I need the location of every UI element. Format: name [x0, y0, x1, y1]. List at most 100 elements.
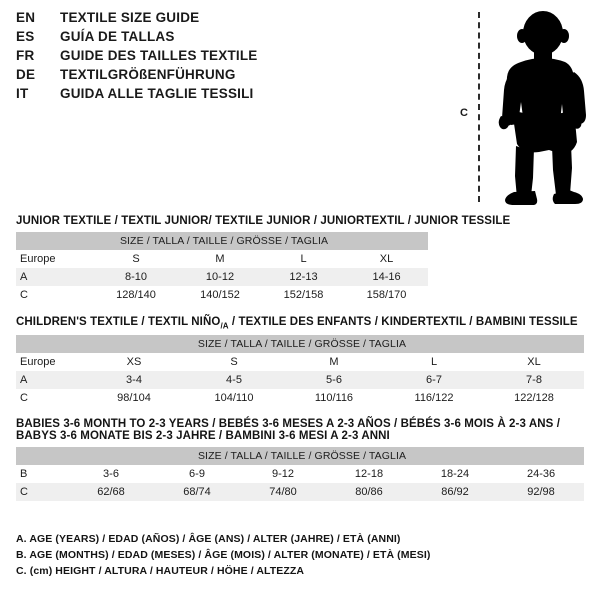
language-title-it: GUIDA ALLE TAGLIE TESSILI: [60, 86, 254, 101]
children-europe-m: M: [284, 353, 384, 372]
junior-c-s: 128/140: [94, 286, 178, 304]
children-a-s: 4-5: [184, 371, 284, 390]
babies-c-col2: 68/74: [154, 483, 240, 501]
babies-table-band-label: SIZE / TALLA / TAILLE / GRÖSSE / TAGLIA: [16, 447, 585, 465]
children-table-band-label: SIZE / TALLA / TAILLE / GRÖSSE / TAGLIA: [16, 335, 584, 354]
language-row-it: IT GUIDA ALLE TAGLIE TESSILI: [16, 86, 258, 105]
language-title-en: TEXTILE SIZE GUIDE: [60, 10, 200, 25]
table-row: C 62/68 68/74 74/80 80/86 86/92 92/98: [16, 483, 585, 501]
section-junior: JUNIOR TEXTILE / TEXTIL JUNIOR/ TEXTILE …: [16, 215, 511, 304]
language-code-it: IT: [16, 86, 29, 101]
language-code-es: ES: [16, 29, 35, 44]
babies-b-col2: 6-9: [154, 465, 240, 483]
babies-c-col3: 74/80: [240, 483, 326, 501]
children-europe-xl: XL: [484, 353, 584, 372]
language-code-de: DE: [16, 67, 36, 82]
junior-row-label-europe: Europe: [16, 250, 94, 268]
table-row: B 3-6 6-9 9-12 12-18 18-24 24-36: [16, 465, 585, 483]
junior-c-l: 152/158: [262, 286, 345, 304]
children-c-s: 104/110: [184, 389, 284, 408]
language-row-en: EN TEXTILE SIZE GUIDE: [16, 10, 258, 29]
junior-a-xl: 14-16: [345, 268, 429, 286]
legend-line-b: B. AGE (MONTHS) / EDAD (MESES) / ÂGE (MO…: [16, 549, 431, 561]
height-figure: C: [440, 4, 600, 209]
children-c-xl: 122/128: [484, 389, 584, 408]
junior-europe-l: L: [262, 250, 345, 268]
language-code-en: EN: [16, 10, 36, 25]
junior-a-l: 12-13: [262, 268, 345, 286]
junior-a-m: 10-12: [178, 268, 262, 286]
children-table-band-row: SIZE / TALLA / TAILLE / GRÖSSE / TAGLIA: [16, 335, 584, 354]
junior-europe-s: S: [94, 250, 178, 268]
section-babies-title: BABIES 3-6 MONTH TO 2-3 YEARS / BEBÉS 3-…: [16, 418, 584, 442]
children-europe-l: L: [384, 353, 484, 372]
table-row: C 128/140 140/152 152/158 158/170: [16, 286, 429, 304]
table-row: C 98/104 104/110 110/116 116/122 122/128: [16, 389, 584, 408]
babies-c-col4: 80/86: [326, 483, 412, 501]
children-a-xl: 7-8: [484, 371, 584, 390]
section-junior-title: JUNIOR TEXTILE / TEXTIL JUNIOR/ TEXTILE …: [16, 215, 511, 227]
table-row: A 8-10 10-12 12-13 14-16: [16, 268, 429, 286]
children-europe-xs: XS: [84, 353, 184, 372]
junior-table-band-row: SIZE / TALLA / TAILLE / GRÖSSE / TAGLIA: [16, 232, 429, 250]
legend-line-a: A. AGE (YEARS) / EDAD (AÑOS) / ÂGE (ANS)…: [16, 533, 401, 545]
legend-line-c: C. (cm) HEIGHT / ALTURA / HAUTEUR / HÖHE…: [16, 565, 305, 577]
junior-c-xl: 158/170: [345, 286, 429, 304]
children-a-xs: 3-4: [84, 371, 184, 390]
table-row: Europe S M L XL: [16, 250, 429, 268]
language-row-es: ES GUÍA DE TALLAS: [16, 29, 258, 48]
measurement-dashed-line: [478, 12, 480, 202]
children-a-m: 5-6: [284, 371, 384, 390]
section-children: CHILDREN'S TEXTILE / TEXTIL NIÑO/A / TEX…: [16, 316, 584, 408]
section-children-title-post: / TEXTILE DES ENFANTS / KINDERTEXTIL / B…: [228, 316, 578, 328]
children-c-xs: 98/104: [84, 389, 184, 408]
language-row-fr: FR GUIDE DES TAILLES TEXTILE: [16, 48, 258, 67]
table-row: Europe XS S M L XL: [16, 353, 584, 372]
junior-size-table: SIZE / TALLA / TAILLE / GRÖSSE / TAGLIA …: [16, 232, 429, 304]
children-c-l: 116/122: [384, 389, 484, 408]
junior-table-band-label: SIZE / TALLA / TAILLE / GRÖSSE / TAGLIA: [16, 232, 429, 250]
junior-row-label-c: C: [16, 286, 94, 304]
language-code-fr: FR: [16, 48, 35, 63]
junior-c-m: 140/152: [178, 286, 262, 304]
babies-row-label-b: B: [16, 465, 68, 483]
babies-b-col6: 24-36: [498, 465, 585, 483]
legend-block: A. AGE (YEARS) / EDAD (AÑOS) / ÂGE (ANS)…: [16, 531, 430, 579]
section-babies: BABIES 3-6 MONTH TO 2-3 YEARS / BEBÉS 3-…: [16, 418, 585, 501]
section-children-title-sub: /A: [220, 321, 229, 331]
children-europe-s: S: [184, 353, 284, 372]
children-row-label-europe: Europe: [16, 353, 84, 372]
language-title-es: GUÍA DE TALLAS: [60, 29, 175, 44]
babies-b-col4: 12-18: [326, 465, 412, 483]
language-title-de: TEXTILGRÖßENFÜHRUNG: [60, 67, 236, 82]
children-c-m: 110/116: [284, 389, 384, 408]
junior-europe-xl: XL: [345, 250, 429, 268]
babies-c-col1: 62/68: [68, 483, 154, 501]
babies-table-band-row: SIZE / TALLA / TAILLE / GRÖSSE / TAGLIA: [16, 447, 585, 465]
children-size-table: SIZE / TALLA / TAILLE / GRÖSSE / TAGLIA …: [16, 335, 584, 408]
section-babies-title-line2: BABYS 3-6 MONATE BIS 2-3 JAHRE / BAMBINI…: [16, 430, 390, 442]
language-title-fr: GUIDE DES TAILLES TEXTILE: [60, 48, 258, 63]
measurement-label-c: C: [460, 107, 468, 119]
junior-row-label-a: A: [16, 268, 94, 286]
junior-a-s: 8-10: [94, 268, 178, 286]
babies-c-col6: 92/98: [498, 483, 585, 501]
babies-b-col5: 18-24: [412, 465, 498, 483]
children-row-label-c: C: [16, 389, 84, 408]
babies-size-table: SIZE / TALLA / TAILLE / GRÖSSE / TAGLIA …: [16, 447, 585, 501]
babies-c-col5: 86/92: [412, 483, 498, 501]
children-row-label-a: A: [16, 371, 84, 390]
babies-b-col3: 9-12: [240, 465, 326, 483]
children-a-l: 6-7: [384, 371, 484, 390]
language-title-block: EN TEXTILE SIZE GUIDE ES GUÍA DE TALLAS …: [16, 10, 258, 105]
language-row-de: DE TEXTILGRÖßENFÜHRUNG: [16, 67, 258, 86]
junior-europe-m: M: [178, 250, 262, 268]
section-children-title: CHILDREN'S TEXTILE / TEXTIL NIÑO/A / TEX…: [16, 316, 584, 330]
section-children-title-pre: CHILDREN'S TEXTILE / TEXTIL NIÑO: [16, 316, 221, 328]
section-babies-title-line1: BABIES 3-6 MONTH TO 2-3 YEARS / BEBÉS 3-…: [16, 418, 560, 430]
babies-row-label-c: C: [16, 483, 68, 501]
toddler-silhouette-icon: [498, 11, 586, 205]
babies-b-col1: 3-6: [68, 465, 154, 483]
table-row: A 3-4 4-5 5-6 6-7 7-8: [16, 371, 584, 390]
